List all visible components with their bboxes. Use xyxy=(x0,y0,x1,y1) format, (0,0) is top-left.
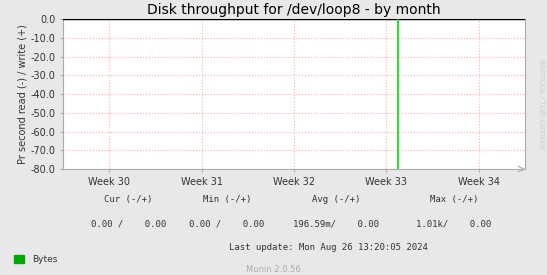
Y-axis label: Pr second read (-) / write (+): Pr second read (-) / write (+) xyxy=(18,24,27,164)
Text: Max (-/+): Max (-/+) xyxy=(430,195,478,204)
Legend: Bytes: Bytes xyxy=(10,252,61,268)
Text: Last update: Mon Aug 26 13:20:05 2024: Last update: Mon Aug 26 13:20:05 2024 xyxy=(229,243,428,252)
Text: Munin 2.0.56: Munin 2.0.56 xyxy=(246,265,301,274)
Text: Avg (-/+): Avg (-/+) xyxy=(312,195,360,204)
Text: 196.59m/    0.00: 196.59m/ 0.00 xyxy=(293,220,380,229)
Text: 1.01k/    0.00: 1.01k/ 0.00 xyxy=(416,220,492,229)
Text: 0.00 /    0.00: 0.00 / 0.00 xyxy=(189,220,265,229)
Text: 0.00 /    0.00: 0.00 / 0.00 xyxy=(91,220,166,229)
Text: Min (-/+): Min (-/+) xyxy=(203,195,251,204)
Text: RRDTOOL / TOBI OETIKER: RRDTOOL / TOBI OETIKER xyxy=(538,59,544,150)
Text: Cur (-/+): Cur (-/+) xyxy=(104,195,153,204)
Title: Disk throughput for /dev/loop8 - by month: Disk throughput for /dev/loop8 - by mont… xyxy=(147,3,441,17)
